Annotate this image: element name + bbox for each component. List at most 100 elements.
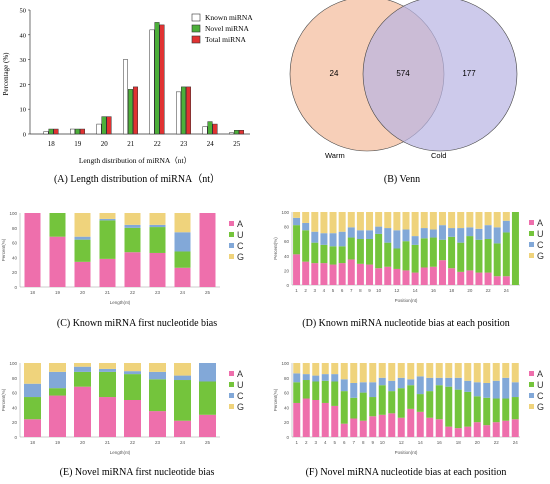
- panel-f-bar-C-3: [312, 375, 320, 382]
- panel-e-bar-C-19: [49, 371, 66, 389]
- panel-d-bar-U-13: [402, 241, 410, 271]
- panel-f-xtick-label: 6: [343, 440, 346, 445]
- panel-a-xtick-label: 22: [154, 140, 162, 148]
- panel-f-bar-G-3: [312, 363, 320, 376]
- panel-e-bar-C-21: [99, 368, 116, 372]
- panel-d-bar-C-8: [356, 230, 364, 240]
- panel-c-xtick-label: 25: [205, 290, 211, 295]
- panel-e-xtick-label: 21: [105, 440, 111, 445]
- panel-c-bar-C-24: [174, 232, 191, 252]
- panel-f-ytick-label: 20: [284, 420, 290, 425]
- panel-e-bar-G-24: [174, 363, 191, 376]
- panel-f-bar-C-15: [426, 377, 434, 392]
- panel-c-legend-swatch-C: [229, 243, 234, 248]
- venn-circle-cold: [362, 0, 518, 152]
- panel-f-bar-G-22: [492, 363, 500, 381]
- panel-d-bar-U-9: [366, 239, 374, 265]
- panel-d-bar-A-22: [484, 272, 492, 285]
- panel-f-bar-G-8: [359, 363, 367, 383]
- panel-a-bar-novel-24: [207, 121, 213, 135]
- panel-c-xtick-label: 18: [30, 290, 36, 295]
- panel-f-bar-U-10: [378, 385, 386, 415]
- panel-c-ytick-label: 40: [12, 255, 18, 260]
- panel-b-venn: 24 574 177 Warm Cold (B) Venn: [289, 0, 518, 185]
- panel-d-bar-G-17: [438, 212, 446, 226]
- panel-d-bar-C-24: [502, 220, 510, 233]
- panel-d-xtick-label: 8: [359, 288, 362, 293]
- panel-f-legend-swatch-G: [529, 404, 534, 409]
- panel-f-xtick-label: 2: [305, 440, 308, 445]
- panel-c-bar-A-19: [49, 236, 66, 287]
- panel-f-bar-G-15: [426, 363, 434, 378]
- panel-f-xtick-label: 10: [380, 440, 386, 445]
- panel-f-bar-A-5: [331, 405, 339, 437]
- panel-a-ytick-label: 50: [20, 8, 27, 15]
- panel-d-xtick-label: 12: [394, 288, 400, 293]
- panel-d-legend-swatch-C: [529, 242, 534, 247]
- panel-a-legend: Known miRNA Novel miRNA Total miRNA: [191, 13, 253, 44]
- panel-f-bar-A-23: [502, 420, 510, 437]
- panel-d-bar-A-3: [311, 263, 319, 285]
- panel-d-bar-U-19: [457, 242, 465, 272]
- panel-d-bar-G-14: [411, 212, 419, 237]
- panel-f-bar-G-14: [416, 363, 424, 377]
- panel-f-bar-U-20: [473, 396, 481, 423]
- panel-f-bar-G-18: [454, 363, 462, 378]
- panel-f-bar-G-6: [340, 363, 348, 380]
- legend-label-novel: Novel miRNA: [205, 24, 250, 33]
- panel-e-legend-label-C: C: [237, 391, 244, 401]
- panel-d-bar-U-22: [484, 239, 492, 273]
- panel-f-bar-U-9: [369, 397, 377, 417]
- panel-d-legend-label-C: C: [537, 240, 544, 250]
- panel-f-bar-C-24: [511, 382, 519, 398]
- panel-a-bar-known-18: [43, 131, 49, 135]
- panel-d-bar-C-17: [438, 225, 446, 240]
- panel-a-caption: (A) Length distribution of miRNA（nt）: [54, 173, 220, 185]
- panel-a-bar-known-25: [229, 132, 234, 135]
- panel-e-bar-A-22: [124, 400, 141, 437]
- panel-c-ytick-label: 80: [12, 226, 18, 231]
- panel-c-bar-A-20: [74, 261, 91, 287]
- panel-a-length-distribution: 0 10 20 30 40 50 18 19 20 21 22 23 24 25 Known miRNA …: [2, 8, 253, 186]
- panel-a-ylabel: Percentage (%): [2, 52, 10, 96]
- panel-f-bar-A-10: [378, 414, 386, 437]
- panel-d-xtick-label: 5: [332, 288, 335, 293]
- panel-a-bar-total-24: [212, 123, 218, 135]
- panel-f-bar-U-16: [435, 385, 443, 420]
- panel-c-legend-swatch-U: [229, 232, 234, 237]
- panel-d-bar-U-17: [438, 239, 446, 261]
- panel-d-bar-A-23: [493, 276, 501, 285]
- panel-f-bar-U-14: [416, 394, 424, 412]
- panel-a-bar-novel-23: [181, 86, 186, 135]
- panel-c-caption: (C) Known miRNA first nucleotide bias: [57, 318, 217, 329]
- panel-d-bar-G-21: [475, 212, 483, 229]
- panel-d-ytick-label: 20: [284, 268, 290, 273]
- panel-d-ytick-label: 80: [284, 225, 290, 230]
- panel-e-bar-G-23: [149, 363, 166, 372]
- panel-e-bar-U-18: [24, 397, 41, 420]
- panel-f-bar-C-2: [302, 374, 310, 381]
- panel-c-bar-U-22: [124, 227, 141, 253]
- panel-c-bar-C-21: [99, 218, 116, 221]
- panel-d-bar-G-6: [338, 212, 346, 232]
- panel-f-bar-A-9: [369, 416, 377, 437]
- panel-d-bar-G-12: [393, 212, 401, 231]
- panel-f-bar-U-8: [359, 392, 367, 421]
- panel-f-bar-A-16: [435, 419, 443, 437]
- panel-f-ytick-label: 100: [281, 361, 289, 366]
- panel-d-legend-swatch-U: [529, 231, 534, 236]
- panel-f-bar-C-21: [483, 382, 491, 398]
- panel-a-xtick-label: 20: [101, 140, 109, 148]
- panel-d-bar-A-10: [375, 268, 383, 285]
- panel-f-bar-C-7: [350, 382, 358, 398]
- panel-f-bar-A-6: [340, 423, 348, 437]
- panel-a-bar-novel-21: [128, 89, 133, 135]
- panel-f-xtick-label: 3: [314, 440, 317, 445]
- panel-d-bar-A-20: [466, 270, 474, 285]
- panel-e-novel-first-nucleotide: 0 20 40 60 80 100 Percent(%) Length(nt) 18 19 20 21…: [1, 361, 244, 455]
- panel-a-bar-known-24: [202, 126, 208, 135]
- panel-a-bar-known-19: [70, 128, 75, 135]
- panel-f-bar-C-19: [464, 380, 472, 392]
- panel-d-legend-label-G: G: [537, 251, 544, 261]
- panel-d-xtick-label: 22: [486, 288, 492, 293]
